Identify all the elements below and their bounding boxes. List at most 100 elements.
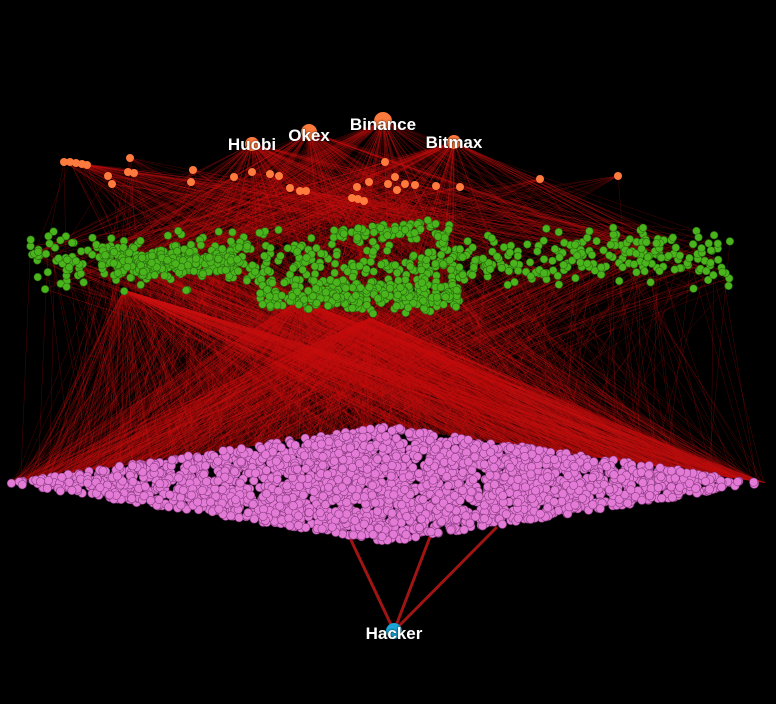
victim-node [293, 511, 303, 521]
victim-node [513, 474, 523, 484]
intermediate-node [277, 291, 286, 300]
intermediate-node [553, 271, 562, 280]
intermediate-node [330, 268, 339, 278]
intermediate-node [571, 274, 580, 283]
victim-node [57, 472, 67, 482]
intermediate-node [233, 255, 242, 264]
intermediate-node [362, 265, 371, 274]
intermediate-node [609, 223, 618, 232]
intermediate-node [62, 282, 71, 291]
intermediate-node [304, 304, 313, 314]
intermediate-node [260, 251, 269, 260]
intermediate-node [377, 260, 386, 269]
intermediate-node [471, 256, 480, 265]
victim-node [520, 451, 530, 461]
victim-node [490, 479, 500, 489]
victim-node [64, 477, 74, 487]
intermediate-node [56, 236, 65, 245]
intermediate-node [242, 276, 251, 285]
intermediate-node [65, 263, 74, 272]
exchange-node [248, 168, 256, 176]
victim-node [569, 461, 579, 471]
victim-node [323, 469, 333, 479]
intermediate-node [323, 301, 333, 310]
victim-node [98, 466, 108, 476]
victim-node [377, 532, 387, 542]
intermediate-node [302, 253, 311, 262]
victim-node [309, 487, 319, 497]
victim-node [666, 466, 676, 476]
intermediate-node [509, 259, 518, 268]
intermediate-node [554, 280, 564, 289]
victim-node [193, 453, 203, 463]
intermediate-node [513, 266, 523, 275]
intermediate-node [136, 280, 145, 289]
intermediate-node [97, 261, 106, 270]
intermediate-node [576, 258, 585, 267]
victim-node [501, 509, 511, 519]
intermediate-node [445, 256, 454, 265]
intermediate-node [632, 268, 641, 277]
victim-node [381, 431, 391, 441]
intermediate-node [704, 239, 713, 248]
intermediate-node [392, 302, 401, 311]
intermediate-node [455, 263, 464, 272]
victim-node [549, 497, 559, 507]
victim-node [431, 444, 441, 454]
victim-node [402, 511, 412, 521]
intermediate-node [542, 224, 551, 233]
intermediate-node [311, 284, 321, 293]
intermediate-node [332, 292, 341, 301]
victim-node [342, 497, 352, 507]
intermediate-node [263, 266, 273, 275]
victim-node [379, 463, 389, 473]
victim-node [231, 495, 241, 505]
intermediate-node [304, 286, 313, 295]
intermediate-node [243, 242, 252, 251]
intermediate-node [615, 276, 624, 286]
intermediate-node [441, 292, 450, 302]
victim-node [505, 462, 515, 472]
intermediate-node [109, 259, 118, 268]
intermediate-node [706, 246, 716, 255]
intermediate-node [497, 263, 506, 273]
victim-node [337, 482, 347, 492]
victim-node [587, 472, 597, 482]
victim-node [389, 517, 399, 527]
intermediate-node [539, 255, 549, 264]
intermediate-node [523, 240, 532, 249]
victim-node [513, 497, 523, 507]
victim-node [549, 454, 559, 464]
victim-node [348, 530, 358, 540]
victim-node [331, 494, 341, 504]
victim-node [397, 500, 407, 510]
victim-node [489, 462, 499, 472]
intermediate-node [255, 228, 264, 237]
exchange-node [365, 178, 373, 186]
intermediate-node [444, 225, 453, 234]
intermediate-node [424, 248, 433, 257]
intermediate-node [503, 280, 512, 290]
victim-node [644, 460, 654, 470]
intermediate-node [618, 263, 627, 272]
victim-node [127, 494, 137, 504]
label-bitmax: Bitmax [425, 133, 483, 152]
intermediate-node [123, 263, 132, 272]
victim-node [284, 513, 294, 523]
intermediate-node [183, 261, 192, 270]
intermediate-node [276, 251, 285, 261]
victim-node [479, 513, 489, 523]
intermediate-node [439, 260, 448, 269]
intermediate-node [339, 229, 349, 238]
intermediate-node [458, 270, 467, 280]
intermediate-node [526, 272, 535, 281]
victim-node [206, 497, 216, 507]
victim-accounts-layer [6, 422, 760, 545]
victim-node [675, 482, 685, 492]
victim-node [272, 474, 282, 484]
intermediate-node [63, 255, 72, 264]
label-binance: Binance [349, 115, 417, 134]
victim-node [83, 478, 93, 488]
victim-node [414, 523, 424, 533]
victim-node [378, 443, 388, 453]
